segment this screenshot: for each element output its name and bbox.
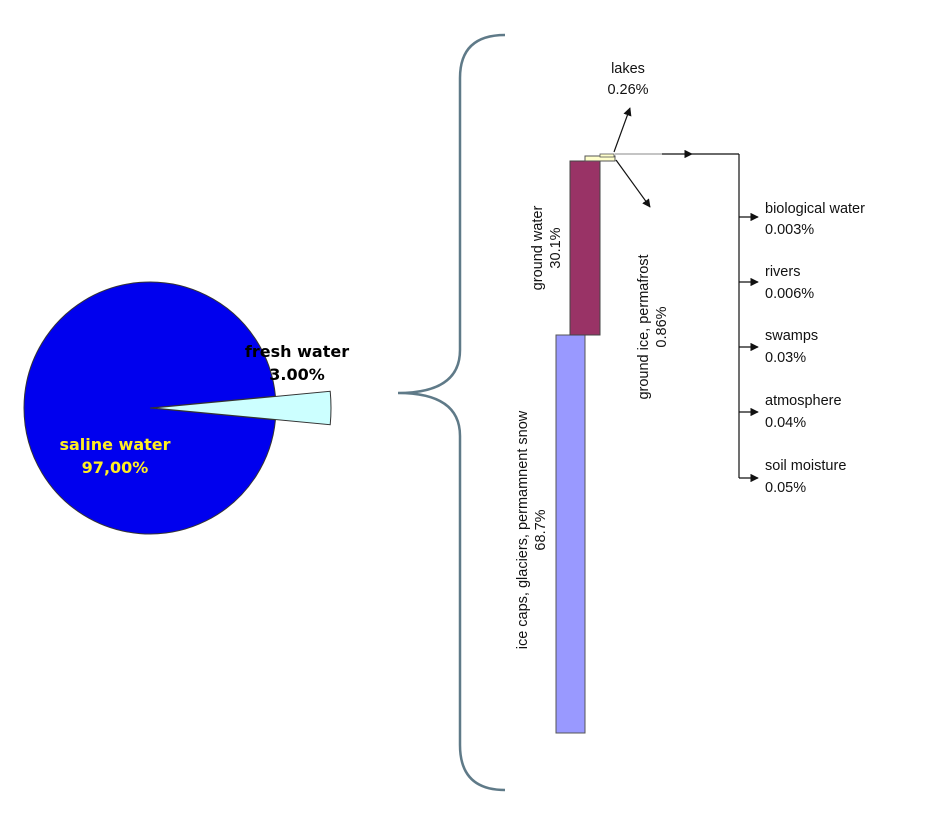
rivers-label: rivers <box>765 264 800 280</box>
minor-water-list: biological water 0.003% rivers 0.006% sw… <box>739 201 865 496</box>
lakes-value: 0.26% <box>607 82 648 98</box>
rivers-value: 0.006% <box>765 286 814 302</box>
swamps-value: 0.03% <box>765 350 806 366</box>
ice-caps-label: ice caps, glaciers, permamnent snow <box>515 410 531 649</box>
ground-ice-label: ground ice, permafrost <box>636 254 652 399</box>
lakes-arrow <box>613 107 632 153</box>
saline-water-value: 97,00% <box>82 458 149 477</box>
fresh-water-label: fresh water <box>245 342 349 361</box>
atmosphere-value: 0.04% <box>765 415 806 431</box>
fresh-water-value: 3.00% <box>269 365 325 384</box>
atmosphere-label: atmosphere <box>765 393 842 409</box>
pie-slice-fresh-water <box>152 390 332 426</box>
biological-water-label: biological water <box>765 201 865 217</box>
pie-chart: fresh water 3.00% saline water 97,00% <box>23 281 349 535</box>
ground-ice-value: 0.86% <box>654 306 670 347</box>
biological-water-value: 0.003% <box>765 222 814 238</box>
bar-segment-ice-caps <box>555 334 586 734</box>
pie-slice-saline-water <box>23 281 276 535</box>
bar-segment-ground-water <box>569 160 601 336</box>
swamps-label: swamps <box>765 328 818 344</box>
fresh-water-stacked-bar <box>555 153 616 734</box>
saline-water-label: saline water <box>59 435 170 454</box>
ice-caps-value: 68.7% <box>533 509 549 550</box>
soil-moisture-label: soil moisture <box>765 458 846 474</box>
soil-moisture-value: 0.05% <box>765 480 806 496</box>
ground-water-label: ground water <box>530 206 546 291</box>
bar-segment-lakes <box>599 153 615 158</box>
ground-ice-arrow <box>615 159 651 208</box>
lakes-label: lakes <box>611 61 645 77</box>
ground-water-value: 30.1% <box>548 227 564 268</box>
curly-brace <box>397 33 506 792</box>
